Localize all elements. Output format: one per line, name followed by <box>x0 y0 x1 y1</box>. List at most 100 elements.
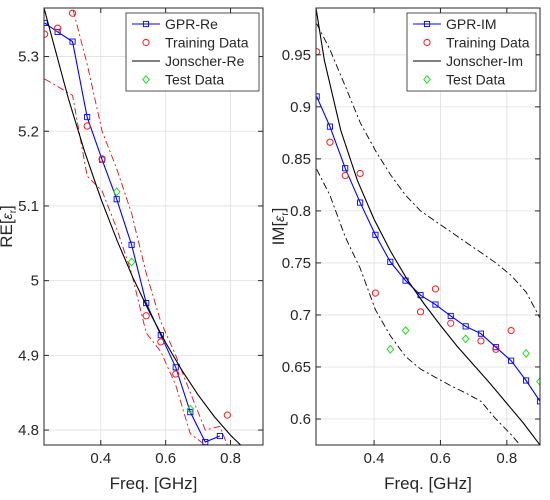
y-tick-label: 5.3 <box>18 49 39 66</box>
data-point <box>113 196 120 203</box>
series-line <box>44 8 228 445</box>
data-point <box>386 344 395 354</box>
series-layer <box>44 8 242 445</box>
data-point <box>447 319 455 327</box>
data-point <box>371 289 380 297</box>
data-point <box>372 231 379 238</box>
y-tick-label: 5 <box>31 273 39 290</box>
x-tick-label: 0.6 <box>155 450 176 467</box>
y-axis-label-main: RE[ <box>0 219 16 248</box>
series-line <box>316 96 540 402</box>
x-tick-label: 0.6 <box>430 450 451 467</box>
data-point <box>172 364 179 371</box>
series-line <box>316 169 521 445</box>
data-point <box>326 123 333 130</box>
legend-label: GPR-Re <box>165 16 218 32</box>
y-axis-label-subscript: r <box>8 209 19 213</box>
data-point <box>326 138 334 146</box>
series-line <box>44 22 221 443</box>
data-point <box>536 398 540 405</box>
data-point <box>462 323 469 330</box>
y-axis-label: RE[εr] <box>0 205 19 248</box>
re-permittivity-panel: 0.4 0.6 0.8 4.8 4.9 5 5.1 5.2 5.3 Freq. [GHz] RE[ε… <box>0 7 264 493</box>
data-point <box>341 171 349 180</box>
data-point <box>44 19 48 26</box>
data-point <box>54 24 62 32</box>
legend-marker <box>423 74 431 85</box>
data-point <box>44 30 49 38</box>
data-point <box>84 114 91 121</box>
data-point <box>508 357 515 364</box>
data-point <box>142 312 150 320</box>
data-point <box>477 330 484 337</box>
data-point <box>356 169 364 178</box>
data-point <box>54 28 61 35</box>
y-tick-label: 4.8 <box>18 422 39 439</box>
data-point <box>536 376 540 387</box>
y-axis-label-close: ] <box>0 205 16 210</box>
data-point <box>447 312 454 320</box>
series-line <box>44 78 206 445</box>
y-axis-label-close: ] <box>269 208 288 213</box>
data-point <box>83 122 91 130</box>
data-point <box>342 165 349 172</box>
data-point <box>432 301 439 308</box>
data-point <box>522 348 530 359</box>
data-point <box>223 411 231 419</box>
legend: GPR-Re Training Data Jonscher-Re Test Data <box>125 12 260 92</box>
im-permittivity-panel: 0.4 0.6 0.8 0.6 0.65 0.7 0.75 0.8 0.85 0.9 0.95 Fre… <box>269 7 541 493</box>
y-axis-label-subscript: r <box>280 212 291 216</box>
legend-label: Training Data <box>446 35 530 51</box>
data-point <box>157 338 165 346</box>
legend-label: Test Data <box>165 72 224 88</box>
y-tick-label: 4.9 <box>18 347 39 364</box>
legend-label: Jonscher-Re <box>165 53 245 69</box>
data-point <box>477 337 485 345</box>
y-axis-label: IM[εr] <box>269 208 291 246</box>
y-tick-label: 0.85 <box>282 151 311 168</box>
x-axis-label: Freq. [GHz] <box>110 474 198 493</box>
data-point <box>416 308 425 316</box>
legend-marker <box>423 38 431 47</box>
legend: GPR-IM Training Data Jonscher-Im Test Data <box>406 12 537 92</box>
data-point <box>186 404 195 414</box>
data-point <box>216 432 223 440</box>
y-axis-label-main: IM[ <box>269 222 288 246</box>
x-axis-label: Freq. [GHz] <box>384 474 472 493</box>
y-tick-label: 5.2 <box>18 123 39 140</box>
data-point <box>523 377 530 384</box>
data-point <box>357 199 364 206</box>
data-point <box>387 258 394 265</box>
data-point <box>401 325 410 336</box>
y-tick-label: 0.65 <box>282 359 311 376</box>
data-point <box>187 409 194 416</box>
data-point <box>316 93 320 100</box>
y-tick-label: 0.75 <box>282 255 311 272</box>
data-point <box>68 9 77 17</box>
data-point <box>112 187 121 197</box>
data-point <box>69 38 76 45</box>
legend-marker <box>142 20 150 28</box>
y-tick-label: 0.8 <box>290 203 311 220</box>
data-point <box>127 257 136 267</box>
data-point <box>507 326 515 335</box>
x-tick-label: 0.4 <box>364 450 385 467</box>
x-tick-label: 0.4 <box>90 450 111 467</box>
y-axis-label-epsilon: ε <box>0 212 15 219</box>
axes-frame <box>315 7 541 446</box>
legend-label: GPR-IM <box>446 16 497 32</box>
data-point <box>461 334 470 344</box>
legend-marker <box>423 20 431 28</box>
legend-marker <box>142 74 150 85</box>
legend-marker <box>142 38 150 47</box>
x-tick-label: 0.8 <box>496 450 517 467</box>
series-line <box>44 8 242 445</box>
data-point <box>128 241 135 248</box>
x-tick-label: 0.8 <box>220 450 241 467</box>
data-point <box>172 370 180 378</box>
data-point <box>492 345 500 353</box>
data-point <box>98 155 106 163</box>
y-tick-label: 0.95 <box>282 47 311 64</box>
y-tick-label: 0.7 <box>290 307 311 324</box>
